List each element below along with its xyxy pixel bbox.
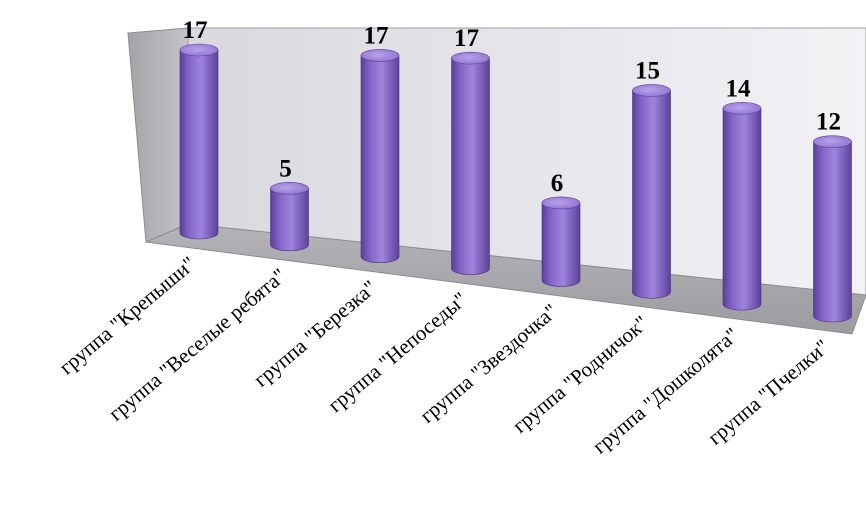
bar-4 bbox=[451, 51, 490, 275]
bar-cap bbox=[360, 49, 400, 62]
bar-body bbox=[360, 55, 400, 263]
value-label: 17 bbox=[364, 22, 389, 49]
value-labels-group: 17 5 17 17 6 15 14 12 bbox=[183, 17, 842, 197]
bar-cap bbox=[541, 196, 581, 210]
bar-7 bbox=[722, 101, 762, 311]
value-label: 17 bbox=[454, 25, 479, 52]
bar-6 bbox=[632, 84, 671, 299]
bar-body bbox=[270, 188, 309, 252]
bar-cap bbox=[270, 182, 309, 195]
category-label: группа "Веселые ребята" bbox=[104, 263, 291, 425]
value-label: 12 bbox=[816, 109, 841, 136]
bar-cap bbox=[451, 51, 490, 65]
value-label: 17 bbox=[183, 17, 208, 44]
value-label: 6 bbox=[551, 170, 564, 197]
bars-group bbox=[179, 43, 852, 323]
bar-cap bbox=[179, 43, 219, 57]
bar-body bbox=[813, 141, 852, 323]
bar-1 bbox=[179, 43, 219, 240]
value-label: 14 bbox=[726, 75, 752, 102]
value-label: 5 bbox=[279, 155, 292, 182]
bar-body bbox=[179, 49, 219, 240]
bar-cap bbox=[722, 101, 762, 115]
floor bbox=[144, 223, 866, 335]
bar-body bbox=[451, 57, 490, 275]
bar-2 bbox=[270, 182, 309, 252]
bar-3 bbox=[360, 49, 400, 263]
chart-background bbox=[127, 27, 866, 335]
bar-cap bbox=[632, 84, 671, 97]
bar-body bbox=[722, 107, 762, 311]
bar-8 bbox=[813, 135, 852, 323]
bar-body bbox=[541, 202, 581, 287]
value-label: 15 bbox=[635, 57, 660, 84]
bar-5 bbox=[541, 196, 581, 287]
side-wall bbox=[127, 27, 189, 243]
bar-body bbox=[632, 90, 671, 299]
bar-cap bbox=[813, 135, 852, 148]
